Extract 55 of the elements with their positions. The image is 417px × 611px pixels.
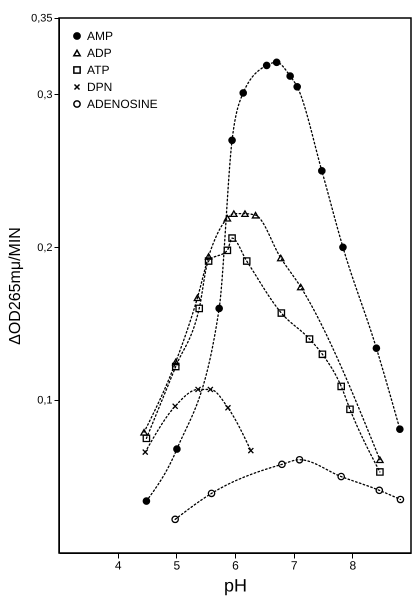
- point: [337, 472, 345, 480]
- point: [204, 253, 212, 260]
- point: [252, 212, 260, 219]
- y-axis-title: ΔOD265mμ/MIN: [7, 227, 24, 345]
- x-tick-label: 6: [232, 558, 240, 572]
- legend-label: DPN: [87, 80, 112, 94]
- point: [318, 350, 326, 358]
- y-tick-label: 0,1: [37, 394, 52, 407]
- point: [230, 210, 238, 218]
- point: [248, 447, 254, 454]
- legend-label: ADP: [87, 46, 112, 60]
- point: [396, 425, 404, 433]
- x-tick-label: 8: [349, 558, 356, 572]
- point: [204, 257, 212, 265]
- point: [278, 460, 286, 468]
- point: [337, 382, 345, 390]
- point: [172, 358, 180, 366]
- point: [194, 294, 202, 302]
- legend-label: ATP: [87, 63, 110, 77]
- x-tick-label: 7: [290, 558, 298, 572]
- x-axis-title: pH: [224, 576, 248, 596]
- point: [142, 497, 150, 505]
- point: [142, 434, 150, 442]
- point: [278, 309, 286, 317]
- point: [296, 284, 305, 290]
- legend-label: ADENOSINE: [87, 97, 158, 111]
- point: [172, 403, 178, 410]
- point: [224, 214, 232, 222]
- point: [396, 496, 404, 504]
- point: [376, 456, 384, 464]
- x-tick-label: 5: [173, 558, 180, 572]
- point: [276, 254, 285, 262]
- point: [195, 304, 204, 312]
- point: [242, 257, 251, 265]
- point: [171, 516, 179, 524]
- x-tick-label: 4: [114, 558, 122, 572]
- point: [172, 362, 180, 370]
- point: [376, 486, 384, 494]
- point: [346, 406, 354, 414]
- point: [376, 468, 384, 476]
- point: [296, 456, 304, 464]
- point: [208, 490, 216, 498]
- legend-label: AMP: [87, 29, 114, 43]
- y-tick-label: 0,3: [37, 88, 52, 101]
- point: [140, 428, 148, 436]
- point: [224, 404, 232, 411]
- y-tick-label: 0,35: [31, 12, 52, 24]
- point: [228, 234, 236, 242]
- point: [241, 210, 249, 218]
- point: [194, 386, 202, 393]
- point: [142, 448, 148, 456]
- point: [207, 386, 214, 393]
- point: [306, 335, 314, 343]
- point: [224, 246, 232, 254]
- y-tick-label: 0,2: [37, 242, 52, 254]
